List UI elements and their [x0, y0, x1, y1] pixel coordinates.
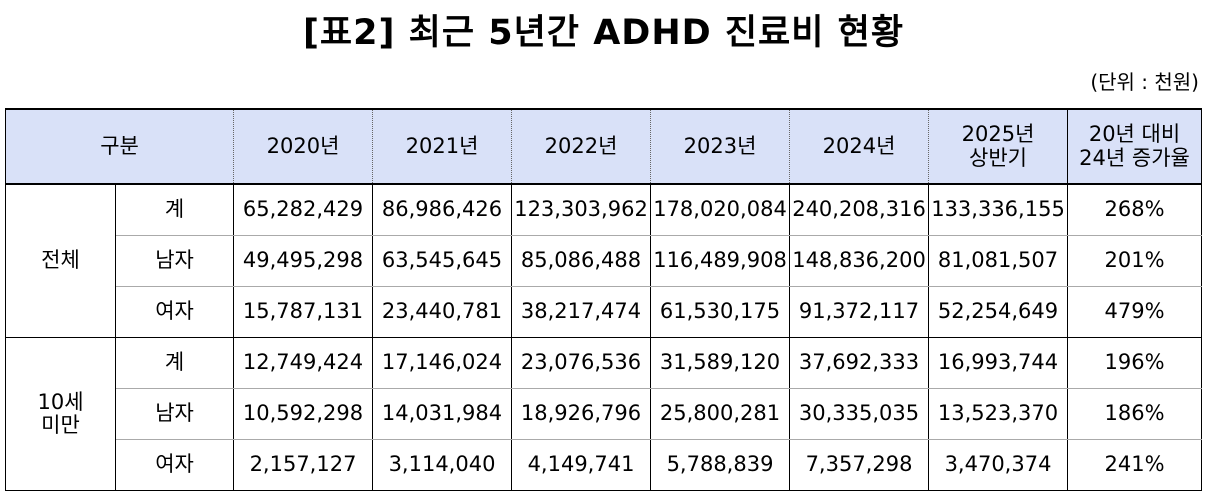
header-category: 구분	[4, 108, 235, 185]
growth-cell: 479%	[1067, 286, 1203, 338]
table-cell: 14,031,984	[372, 388, 512, 440]
table-row: 여자 2,157,127 3,114,040 4,149,741 5,788,8…	[6, 439, 1203, 491]
header-year-2023: 2023년	[650, 108, 791, 185]
table-cell: 15,787,131	[233, 286, 373, 338]
growth-cell: 186%	[1067, 388, 1203, 440]
table-cell: 12,749,424	[233, 337, 373, 389]
table-row: 여자 15,787,131 23,440,781 38,217,474 61,5…	[6, 286, 1203, 338]
table-cell: 25,800,281	[650, 388, 790, 440]
group-label-under10: 10세 미만	[5, 337, 116, 491]
row-label: 계	[115, 184, 234, 236]
table-cell: 116,489,908	[650, 235, 790, 287]
table-cell: 65,282,429	[233, 184, 373, 236]
group-label-line2: 미만	[41, 413, 80, 437]
table-cell: 17,146,024	[372, 337, 512, 389]
table-row: 남자 49,495,298 63,545,645 85,086,488 116,…	[6, 235, 1203, 287]
row-label: 남자	[115, 388, 234, 440]
table-cell: 18,926,796	[511, 388, 651, 440]
table-cell: 30,335,035	[789, 388, 929, 440]
header-growth-line2: 24년 증가율	[1079, 145, 1190, 170]
table-cell: 13,523,370	[928, 388, 1068, 440]
header-2025-line2: 상반기	[969, 145, 1027, 170]
header-2025-line1: 2025년	[961, 122, 1035, 147]
table-cell: 85,086,488	[511, 235, 651, 287]
table-row: 10세 미만 계 12,749,424 17,146,024 23,076,53…	[5, 337, 1203, 491]
growth-cell: 241%	[1067, 439, 1203, 491]
table-cell: 52,254,649	[928, 286, 1068, 338]
table-cell: 23,076,536	[511, 337, 651, 389]
table-cell: 16,993,744	[928, 337, 1068, 389]
row-label: 여자	[115, 439, 234, 491]
table-cell: 10,592,298	[233, 388, 373, 440]
row-label: 남자	[115, 235, 234, 287]
table-cell: 2,157,127	[233, 439, 373, 491]
growth-cell: 196%	[1067, 337, 1203, 389]
row-label: 여자	[115, 286, 234, 338]
table-cell: 133,336,155	[928, 184, 1068, 236]
growth-cell: 201%	[1067, 235, 1203, 287]
table-cell: 7,357,298	[789, 439, 929, 491]
table-cell: 91,372,117	[789, 286, 929, 338]
table-cell: 178,020,084	[650, 184, 790, 236]
table-cell: 5,788,839	[650, 439, 790, 491]
group-label-line1: 10세	[37, 389, 84, 414]
table-cell: 86,986,426	[372, 184, 512, 236]
table-cell: 148,836,200	[789, 235, 929, 287]
table-row: 남자 10,592,298 14,031,984 18,926,796 25,8…	[6, 388, 1203, 440]
table-cell: 81,081,507	[928, 235, 1068, 287]
header-year-2024: 2024년	[789, 108, 930, 185]
table-cell: 49,495,298	[233, 235, 373, 287]
growth-cell: 268%	[1067, 184, 1203, 236]
table-cell: 38,217,474	[511, 286, 651, 338]
group-label-line1: 전체	[41, 248, 80, 273]
header-growth-line1: 20년 대비	[1088, 122, 1181, 147]
page-title: [표2] 최근 5년간 ADHD 진료비 현황	[302, 13, 905, 53]
table-cell: 3,470,374	[928, 439, 1068, 491]
header-year-2020: 2020년	[233, 108, 374, 185]
group-label-total: 전체	[5, 184, 116, 338]
table-cell: 123,303,962	[511, 184, 651, 236]
table-cell: 240,208,316	[789, 184, 929, 236]
table-cell: 37,692,333	[789, 337, 929, 389]
unit-label: (단위 : 천원)	[1090, 70, 1199, 94]
row-label: 계	[115, 337, 234, 389]
table-row: 전체 계 65,282,429 86,986,426 123,303,962 1…	[5, 184, 1203, 338]
table-cell: 63,545,645	[372, 235, 512, 287]
adhd-cost-table: 구분 2020년 2021년 2022년 2023년 2024년 2025년 상…	[4, 108, 1203, 491]
table-header-row: 구분 2020년 2021년 2022년 2023년 2024년 2025년 상…	[4, 108, 1203, 185]
header-2025-half: 2025년 상반기	[928, 108, 1069, 185]
table-cell: 61,530,175	[650, 286, 790, 338]
table-cell: 4,149,741	[511, 439, 651, 491]
table-cell: 31,589,120	[650, 337, 790, 389]
header-year-2021: 2021년	[372, 108, 513, 185]
header-year-2022: 2022년	[511, 108, 652, 185]
header-growth: 20년 대비 24년 증가율	[1067, 108, 1203, 185]
table-cell: 23,440,781	[372, 286, 512, 338]
table-cell: 3,114,040	[372, 439, 512, 491]
